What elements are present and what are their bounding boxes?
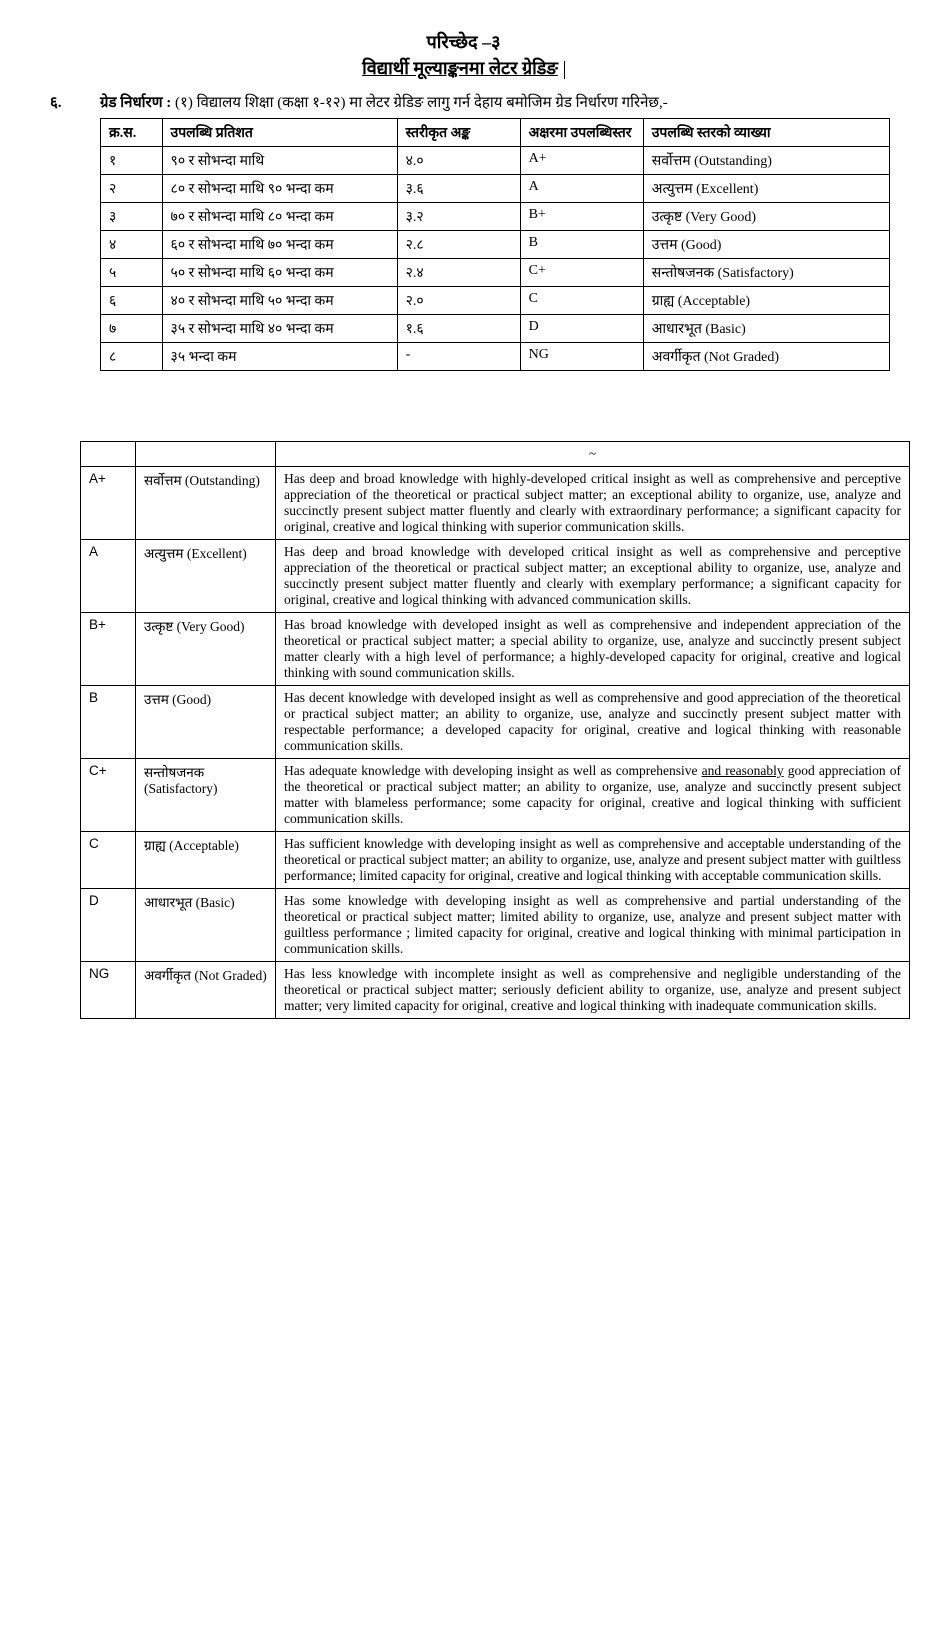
table-cell: ४.० (397, 147, 520, 175)
desc-cell: Has less knowledge with incomplete insig… (276, 962, 910, 1019)
label-cell: सर्वोत्तम (Outstanding) (136, 467, 276, 540)
table-cell: NG (520, 343, 643, 371)
table-row: ८३५ भन्दा कम-NGअवर्गीकृत (Not Graded) (101, 343, 890, 371)
table-cell: ४ (101, 231, 163, 259)
table-cell: C+ (520, 259, 643, 287)
table-cell: २.८ (397, 231, 520, 259)
text-cursor (564, 61, 565, 79)
table-cell: ग्राह्य (Acceptable) (643, 287, 889, 315)
desc-cell: Has sufficient knowledge with developing… (276, 832, 910, 889)
desc-cell: Has adequate knowledge with developing i… (276, 759, 910, 832)
table-cell: उत्तम (Good) (643, 231, 889, 259)
table-cell: ३५ र सोभन्दा माथि ४० भन्दा कम (162, 315, 397, 343)
table-row: Bउत्तम (Good)Has decent knowledge with d… (81, 686, 910, 759)
table-cell: सन्तोषजनक (Satisfactory) (643, 259, 889, 287)
label-cell: सन्तोषजनक (Satisfactory) (136, 759, 276, 832)
table-cell: A (520, 175, 643, 203)
table-row: NGअवर्गीकृत (Not Graded)Has less knowled… (81, 962, 910, 1019)
table-cell: ६० र सोभन्दा माथि ७० भन्दा कम (162, 231, 397, 259)
label-cell: अवर्गीकृत (Not Graded) (136, 962, 276, 1019)
grade-cell: D (81, 889, 136, 962)
table-cell: ३५ भन्दा कम (162, 343, 397, 371)
table-cell: ९० र सोभन्दा माथि (162, 147, 397, 175)
table-cell: ३.२ (397, 203, 520, 231)
table-cell: D (520, 315, 643, 343)
table-cell: २ (101, 175, 163, 203)
intro-paragraph: ६. ग्रेड निर्धारण : (१) विद्यालय शिक्षा … (50, 92, 877, 112)
table-cell: B+ (520, 203, 643, 231)
grade-cell: B+ (81, 613, 136, 686)
intro-body: (१) विद्यालय शिक्षा (कक्षा १-१२) मा लेटर… (175, 95, 668, 111)
label-cell: उत्तम (Good) (136, 686, 276, 759)
table-row: ७३५ र सोभन्दा माथि ४० भन्दा कम१.६Dआधारभू… (101, 315, 890, 343)
table-row: Cग्राह्य (Acceptable)Has sufficient know… (81, 832, 910, 889)
intro-lead: ग्रेड निर्धारण : (100, 95, 171, 111)
th-percent: उपलब्धि प्रतिशत (162, 119, 397, 147)
th-point: स्तरीकृत अङ्क (397, 119, 520, 147)
th-desc: उपलब्धि स्तरको व्याख्या (643, 119, 889, 147)
table-row: B+उत्कृष्ट (Very Good)Has broad knowledg… (81, 613, 910, 686)
table-cell: १.६ (397, 315, 520, 343)
intro-text: ग्रेड निर्धारण : (१) विद्यालय शिक्षा (कक… (100, 92, 877, 112)
desc-cell: Has deep and broad knowledge with develo… (276, 540, 910, 613)
description-table: ~ A+सर्वोत्तम (Outstanding)Has deep and … (80, 441, 910, 1019)
table-cell: ७० र सोभन्दा माथि ८० भन्दा कम (162, 203, 397, 231)
table-cell: A+ (520, 147, 643, 175)
table-row: Aअत्युत्तम (Excellent)Has deep and broad… (81, 540, 910, 613)
label-cell: ग्राह्य (Acceptable) (136, 832, 276, 889)
table-cell: उत्कृष्ट (Very Good) (643, 203, 889, 231)
label-cell: आधारभूत (Basic) (136, 889, 276, 962)
table-cell: १ (101, 147, 163, 175)
th-letter: अक्षरमा उपलब्धिस्तर (520, 119, 643, 147)
chapter-title: परिच्छेद –३ (50, 30, 877, 54)
table-row: ३७० र सोभन्दा माथि ८० भन्दा कम३.२B+उत्कृ… (101, 203, 890, 231)
desc-cell: Has some knowledge with developing insig… (276, 889, 910, 962)
section-title: विद्यार्थी मूल्याङ्कनमा लेटर ग्रेडिङ (50, 56, 877, 80)
table-cell: आधारभूत (Basic) (643, 315, 889, 343)
table-cell: ३ (101, 203, 163, 231)
desc-cell: Has decent knowledge with developed insi… (276, 686, 910, 759)
table-row: २८० र सोभन्दा माथि ९० भन्दा कम३.६Aअत्युत… (101, 175, 890, 203)
table-row: ६४० र सोभन्दा माथि ५० भन्दा कम२.०Cग्राह्… (101, 287, 890, 315)
table-row: C+सन्तोषजनक (Satisfactory)Has adequate k… (81, 759, 910, 832)
table-row: ४६० र सोभन्दा माथि ७० भन्दा कम२.८Bउत्तम … (101, 231, 890, 259)
table-cell: ५० र सोभन्दा माथि ६० भन्दा कम (162, 259, 397, 287)
table-cell: २.० (397, 287, 520, 315)
table-cell: ७ (101, 315, 163, 343)
desc-cell: Has deep and broad knowledge with highly… (276, 467, 910, 540)
table-row: ५५० र सोभन्दा माथि ६० भन्दा कम२.४C+सन्तो… (101, 259, 890, 287)
grading-table-body: १९० र सोभन्दा माथि४.०A+सर्वोत्तम (Outsta… (101, 147, 890, 371)
table-cell: ५ (101, 259, 163, 287)
grade-cell: A+ (81, 467, 136, 540)
table-row: A+सर्वोत्तम (Outstanding)Has deep and br… (81, 467, 910, 540)
th-sn: क्र.स. (101, 119, 163, 147)
grading-table: क्र.स. उपलब्धि प्रतिशत स्तरीकृत अङ्क अक्… (100, 118, 890, 371)
grade-cell: NG (81, 962, 136, 1019)
table-cell: सर्वोत्तम (Outstanding) (643, 147, 889, 175)
table-cell: ३.६ (397, 175, 520, 203)
label-cell: उत्कृष्ट (Very Good) (136, 613, 276, 686)
table-cell: ४० र सोभन्दा माथि ५० भन्दा कम (162, 287, 397, 315)
desc-cell: Has broad knowledge with developed insig… (276, 613, 910, 686)
table-cell: अवर्गीकृत (Not Graded) (643, 343, 889, 371)
grade-cell: A (81, 540, 136, 613)
table-row: Dआधारभूत (Basic)Has some knowledge with … (81, 889, 910, 962)
table-cell: - (397, 343, 520, 371)
table-cell: अत्युत्तम (Excellent) (643, 175, 889, 203)
description-table-body: A+सर्वोत्तम (Outstanding)Has deep and br… (81, 467, 910, 1019)
label-cell: अत्युत्तम (Excellent) (136, 540, 276, 613)
table-cell: २.४ (397, 259, 520, 287)
description-table-header-row: ~ (81, 442, 910, 467)
grading-table-head: क्र.स. उपलब्धि प्रतिशत स्तरीकृत अङ्क अक्… (101, 119, 890, 147)
grade-cell: C+ (81, 759, 136, 832)
table-row: १९० र सोभन्दा माथि४.०A+सर्वोत्तम (Outsta… (101, 147, 890, 175)
table-cell: ८ (101, 343, 163, 371)
table-cell: ८० र सोभन्दा माथि ९० भन्दा कम (162, 175, 397, 203)
grade-cell: C (81, 832, 136, 889)
table-cell: ६ (101, 287, 163, 315)
intro-number: ६. (50, 92, 100, 112)
table-cell: B (520, 231, 643, 259)
table-cell: C (520, 287, 643, 315)
grade-cell: B (81, 686, 136, 759)
